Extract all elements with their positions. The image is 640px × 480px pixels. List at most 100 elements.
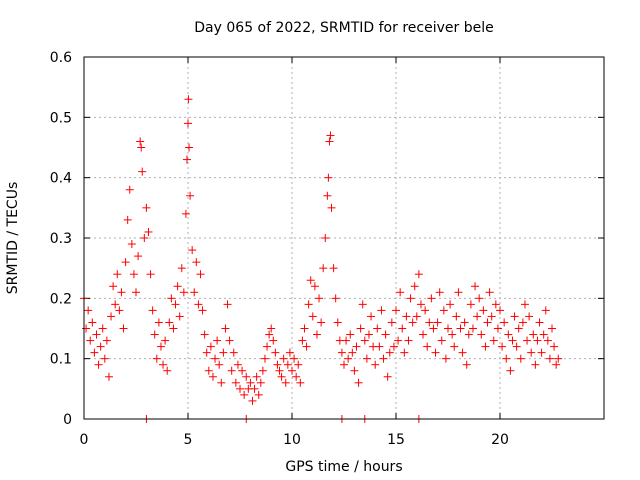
data-point [121,258,130,267]
data-point [82,324,91,333]
data-point [385,348,394,357]
data-point [196,270,205,279]
data-point [132,288,140,297]
data-point [148,306,157,315]
data-point [462,360,471,369]
data-point [102,336,111,345]
data-point [254,390,263,399]
data-point [373,324,382,333]
data-point [512,342,521,351]
data-point [340,360,348,369]
data-point [518,318,527,327]
data-point [367,312,376,321]
data-point [260,354,269,363]
data-point [173,282,182,291]
data-point [550,342,559,351]
data-point [213,336,222,345]
data-point [537,348,546,357]
y-tick-label: 0.4 [50,171,72,187]
data-point [150,330,159,339]
data-point [364,330,373,339]
data-point [346,330,355,339]
data-point [186,191,195,200]
data-point [360,336,369,345]
data-point [252,372,261,381]
data-point [510,312,519,321]
data-point [410,282,419,291]
data-point [300,324,309,333]
data-point [134,252,143,261]
data-point [125,185,134,194]
data-point [327,203,336,212]
data-point [188,246,197,255]
data-point [152,354,161,363]
y-tick-label: 0.2 [50,291,72,307]
data-point [117,288,126,297]
data-point [419,330,428,339]
data-point [481,342,490,351]
data-point [446,300,455,309]
y-tick-label: 0.3 [50,231,72,247]
data-point [466,300,475,309]
data-point [471,282,480,291]
data-point [342,336,351,345]
data-point [88,318,97,327]
data-point [211,354,220,363]
data-point [242,372,251,381]
chart-title: Day 065 of 2022, SRMTID for receiver bel… [194,20,493,36]
data-point [527,348,536,357]
data-point [192,258,201,267]
data-point [263,342,272,351]
data-point [379,354,388,363]
data-point [119,324,128,333]
data-point [412,312,421,321]
data-point [250,384,259,393]
data-point [344,354,353,363]
data-point [215,360,224,369]
data-point [358,300,367,309]
data-point [140,234,149,242]
data-point [525,312,534,321]
data-point [498,342,507,351]
data-point [468,324,477,333]
data-point [348,348,357,357]
data-point [96,342,105,351]
data-point [506,366,515,375]
data-point [325,137,334,146]
data-point [208,372,217,381]
data-point [458,348,467,357]
data-point [500,318,509,327]
data-point [98,324,107,333]
data-point [302,342,311,351]
data-point [350,366,359,375]
data-point [310,282,319,291]
y-tick-label: 0.1 [50,352,72,368]
data-point [163,366,172,375]
data-point [256,378,265,387]
data-point [221,324,230,333]
data-point [94,360,103,369]
data-point [177,264,186,273]
data-point [483,318,492,327]
data-point [290,354,299,363]
data-point [184,119,192,128]
data-point [298,336,307,345]
data-point [246,378,255,387]
data-point [233,360,242,369]
data-point [182,155,191,164]
data-point [400,348,409,357]
data-point [113,270,122,279]
data-point [496,306,504,315]
data-point [398,324,407,333]
data-point [225,336,234,345]
data-point [258,366,267,375]
y-tick-label: 0.5 [50,110,72,126]
data-point [529,330,538,339]
data-point [288,366,296,375]
data-point [545,354,554,363]
data-point [375,342,384,351]
data-point [352,342,361,351]
data-point [404,336,413,345]
